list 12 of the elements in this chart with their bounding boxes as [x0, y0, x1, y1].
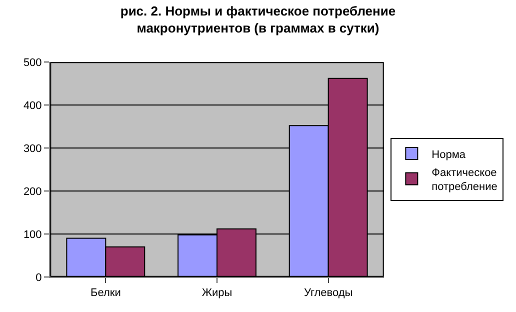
x-tick-label: Белки — [90, 287, 121, 300]
y-tick-label: 500 — [23, 56, 42, 69]
legend-label: Фактическое потребление — [432, 166, 498, 194]
chart-title: рис. 2. Нормы и фактическое потребление макронутриентов (в граммах в сутки) — [120, 4, 396, 36]
legend-label: Норма — [432, 148, 466, 161]
y-tick-label: 0 — [36, 272, 42, 284]
y-tick-label: 300 — [23, 142, 42, 155]
y-tick-label: 400 — [23, 100, 42, 112]
y-tick-label: 200 — [23, 186, 42, 198]
x-tick-label: Углеводы — [304, 287, 353, 300]
y-tick-label: 100 — [23, 228, 42, 241]
x-tick-label: Жиры — [202, 287, 232, 300]
